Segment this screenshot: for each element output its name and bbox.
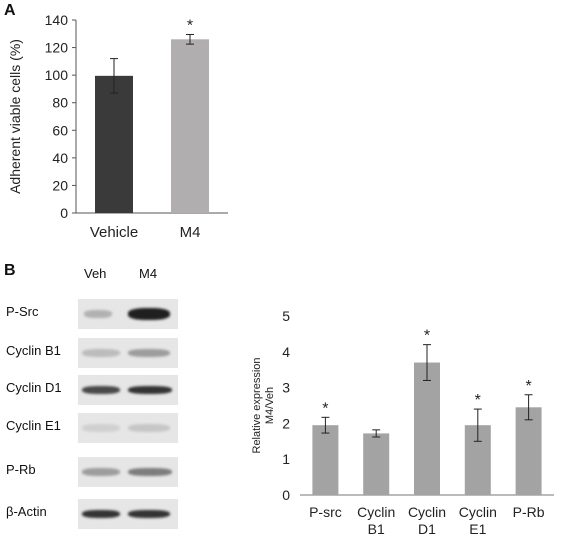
blot-row-label: Cyclin E1 <box>6 418 61 433</box>
y-tick-label: 40 <box>52 150 68 166</box>
blot-strip <box>78 338 178 368</box>
error-bar <box>423 344 431 381</box>
blot-row: Cyclin E1 <box>0 410 250 446</box>
panel-b-letter: B <box>4 262 16 279</box>
y-tick-label: 3 <box>282 380 290 396</box>
band-m4 <box>128 386 172 394</box>
band-veh <box>82 468 120 476</box>
y-tick-label: 20 <box>52 177 68 193</box>
y-tick-label: 5 <box>282 308 290 324</box>
blot-strip <box>78 457 178 487</box>
y-tick-label: 0 <box>60 205 68 221</box>
bar-p-src <box>312 425 339 495</box>
y-axis-label: Relative expressionM4/Veh <box>251 358 276 454</box>
x-category-label: Cyclin D1 <box>408 504 446 537</box>
western-blot: Veh M4 P-Src Cyclin B1 Cyclin D1 Cyclin E1 P… <box>0 258 250 539</box>
blot-row: P-Rb <box>0 454 250 490</box>
band-veh <box>84 310 112 318</box>
x-category-label: Cyclin E1 <box>459 504 497 537</box>
x-category-label: Vehicle <box>90 224 138 241</box>
y-tick-label: 120 <box>45 40 69 56</box>
blot-row-label: β-Actin <box>6 504 47 519</box>
error-bar <box>473 408 482 442</box>
bar-cyclin-d1 <box>414 362 440 495</box>
panel-b-bar-chart: 0 1 2 3 4 5 Relative expressionM4/Veh P-src * Cyc… <box>251 308 554 537</box>
band-veh <box>82 424 120 432</box>
bar-m4 <box>171 39 209 213</box>
band-m4 <box>128 468 172 476</box>
x-category-label: Cyclin B1 <box>357 504 395 537</box>
band-veh <box>82 386 120 394</box>
lane-header-m4: M4 <box>139 266 158 281</box>
bar-vehicle <box>95 75 133 213</box>
blot-row-label: Cyclin D1 <box>6 380 62 395</box>
blot-row: Cyclin D1 <box>0 372 250 408</box>
y-tick-label: 4 <box>282 344 290 360</box>
error-bar <box>524 394 533 421</box>
blot-strip <box>78 413 178 443</box>
error-bar-m4 <box>186 33 194 45</box>
blot-strip <box>78 299 178 329</box>
bar-p-rb <box>515 407 542 495</box>
significance-asterisk: * <box>475 392 481 409</box>
significance-asterisk: * <box>424 328 430 345</box>
blot-strip <box>78 499 178 529</box>
x-category-label: P-src <box>309 504 342 520</box>
band-m4 <box>128 424 170 432</box>
y-tick-label: 2 <box>282 415 290 431</box>
y-tick-label: 60 <box>52 122 68 138</box>
significance-asterisk: * <box>187 17 193 34</box>
blot-strip <box>78 375 178 405</box>
band-veh <box>82 349 120 357</box>
y-tick-label: 140 <box>45 12 69 28</box>
blot-row-label: P-Src <box>6 304 39 319</box>
y-tick-label: 100 <box>45 67 69 83</box>
blot-row: Cyclin B1 <box>0 335 250 371</box>
significance-asterisk: * <box>525 378 531 395</box>
y-tick-label: 1 <box>282 451 290 467</box>
lane-header-veh: Veh <box>84 266 107 281</box>
blot-row-label: P-Rb <box>6 462 36 477</box>
x-category-label: M4 <box>180 224 201 241</box>
band-m4 <box>128 308 170 320</box>
y-tick-label: 80 <box>52 95 68 111</box>
blot-row-label: Cyclin B1 <box>6 343 61 358</box>
panel-a-bar-chart: 0 20 40 60 80 100 120 140 Adherent viable cells … <box>7 12 228 241</box>
error-bar <box>372 429 381 438</box>
panel-a-letter: A <box>4 2 16 19</box>
error-bar-vehicle <box>110 58 118 94</box>
band-m4 <box>128 510 170 518</box>
band-veh <box>82 510 120 518</box>
error-bar <box>321 416 330 434</box>
bar-cyclin-b1 <box>363 433 390 495</box>
x-category-label: P-Rb <box>513 504 545 520</box>
y-axis-label: Adherent viable cells (%) <box>7 39 23 194</box>
y-tick-label: 0 <box>282 487 290 503</box>
blot-row: β-Actin <box>0 496 250 532</box>
significance-asterisk: * <box>322 400 328 417</box>
band-m4 <box>128 349 170 357</box>
blot-row: P-Src <box>0 296 250 332</box>
